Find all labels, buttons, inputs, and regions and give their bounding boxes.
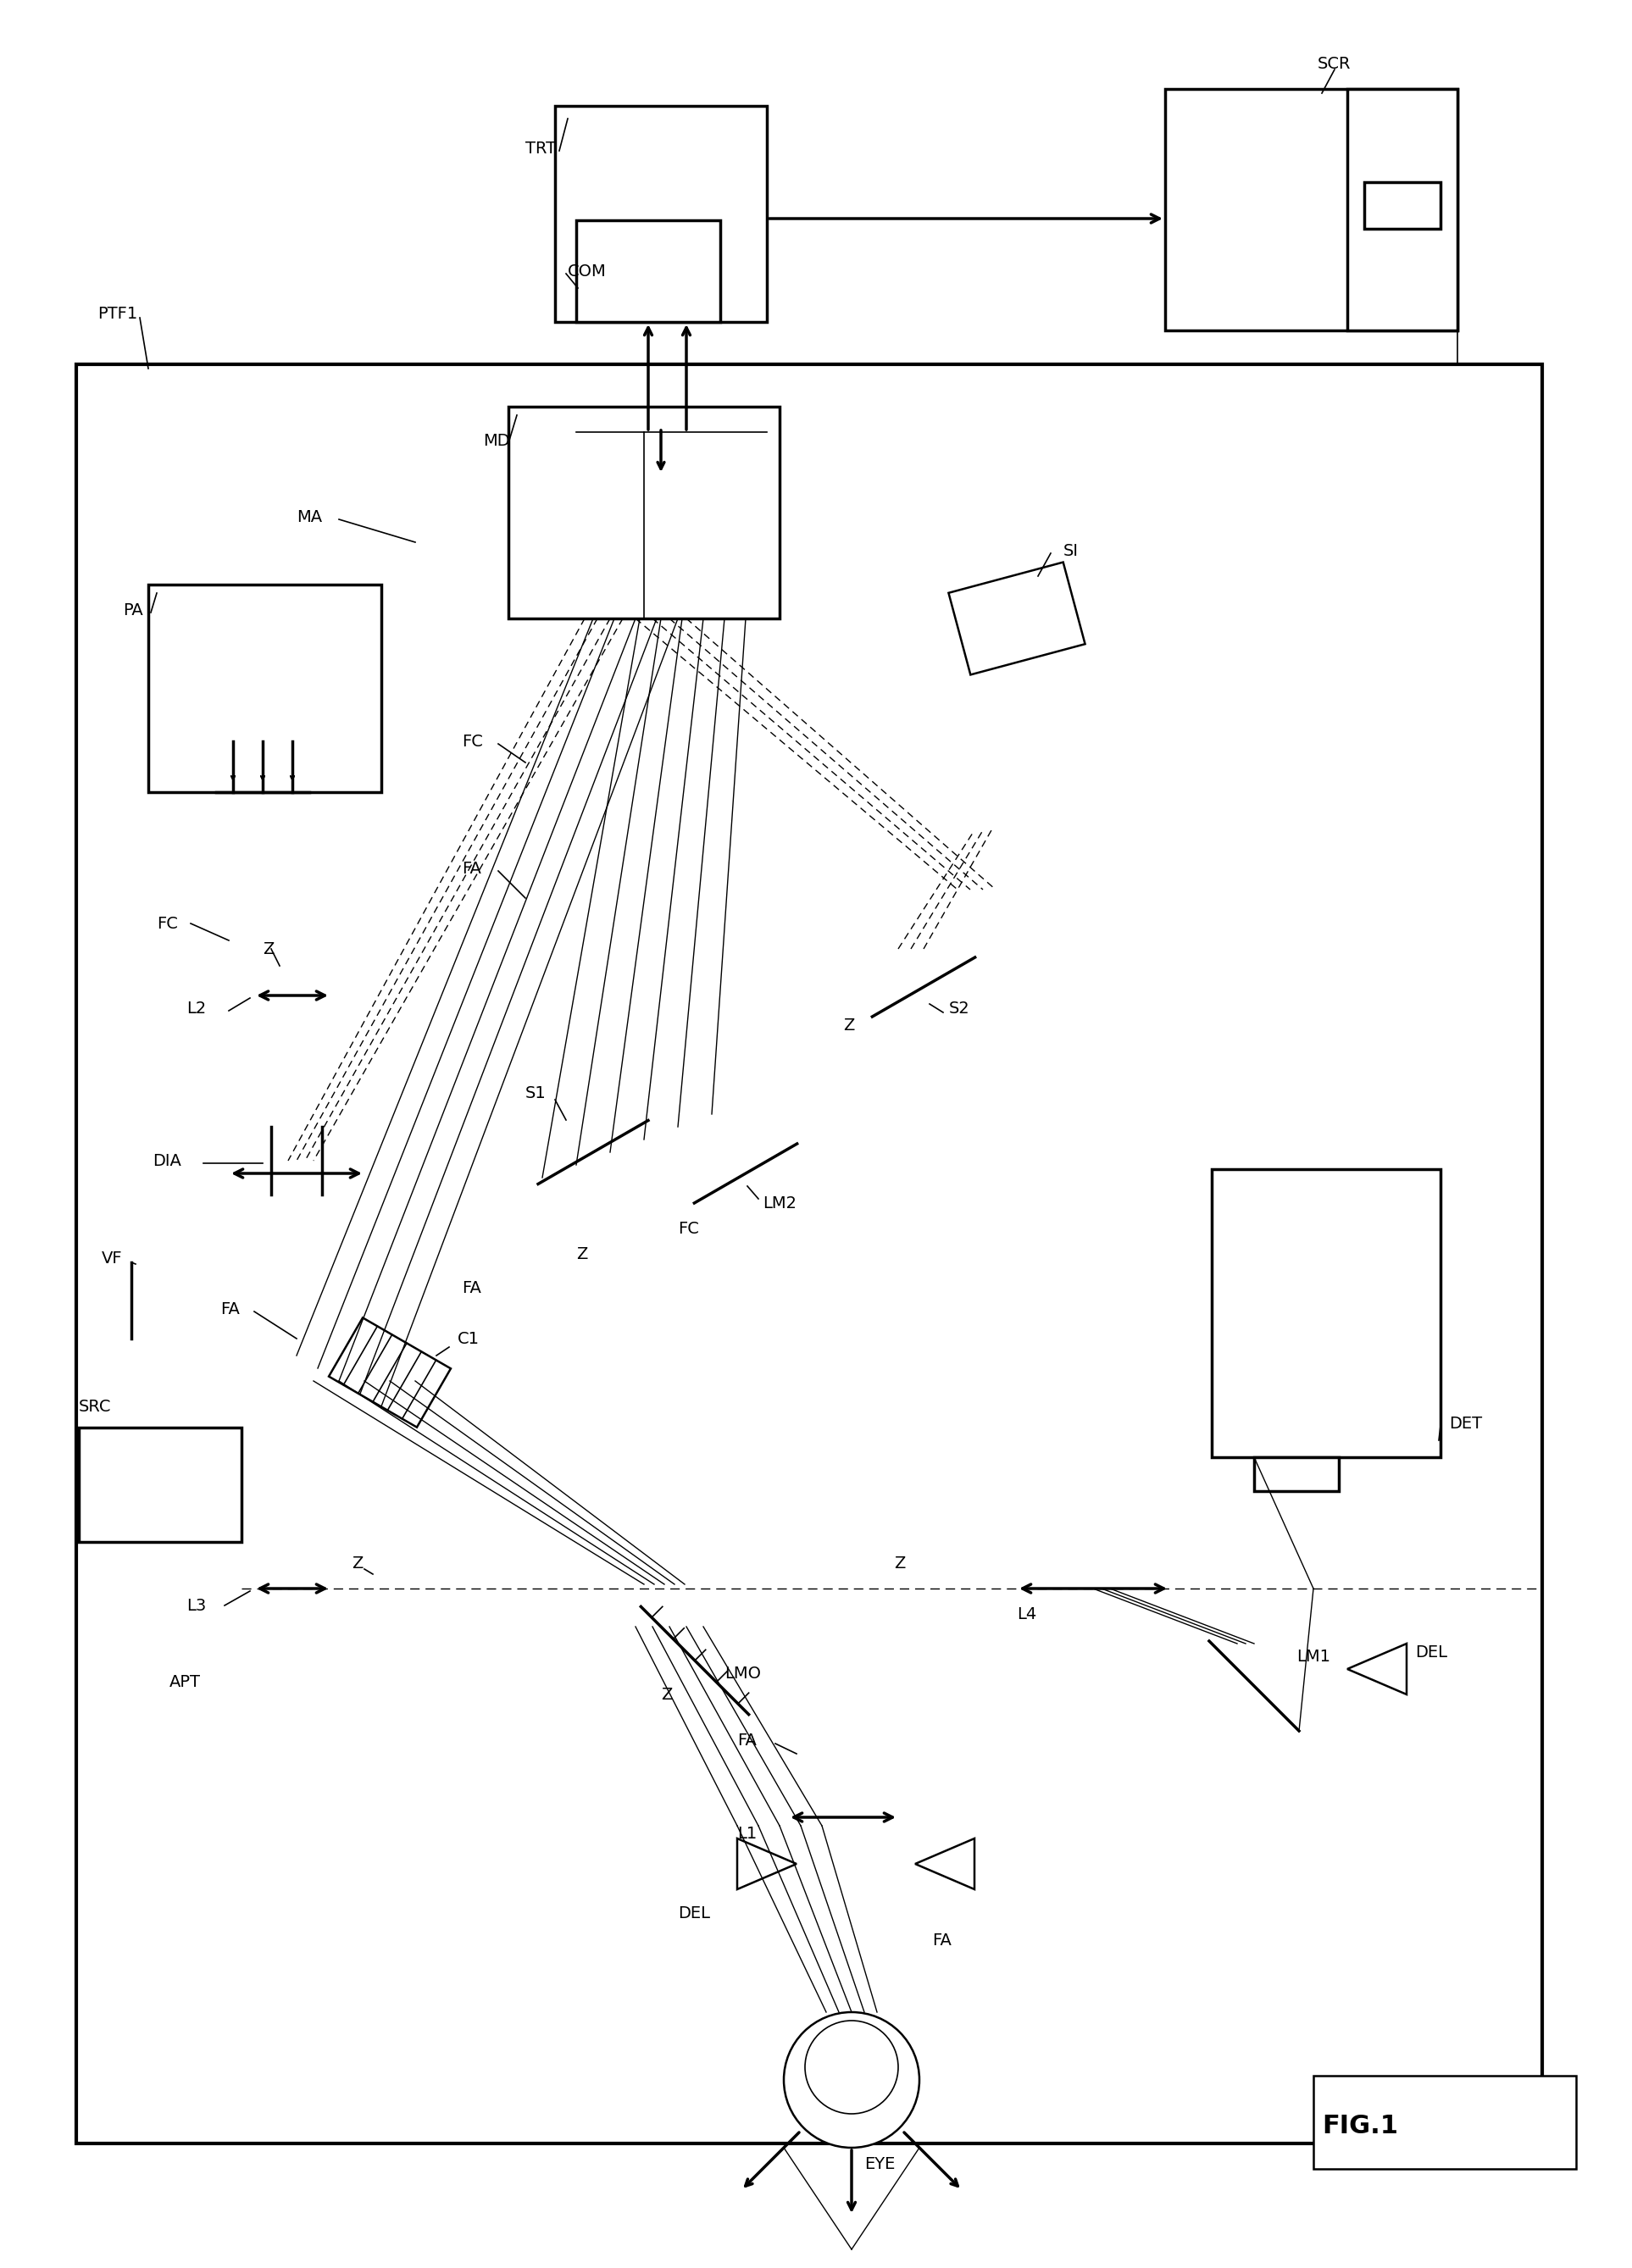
Text: Z: Z [844,1016,855,1034]
Text: MA: MA [297,508,322,524]
Text: DIA: DIA [152,1152,181,1168]
Text: TRT: TRT [526,141,557,156]
Bar [576,220,720,322]
Text: DET: DET [1449,1415,1482,1431]
Bar [1253,1458,1338,1490]
Bar [77,365,1542,2143]
Text: Z: Z [576,1245,588,1261]
Text: S1: S1 [526,1084,547,1100]
Text: FA: FA [462,860,481,875]
Text: FA: FA [220,1302,240,1318]
Text: DEL: DEL [677,1905,710,1921]
Text: LMO: LMO [725,1665,761,1681]
Text: APT: APT [170,1674,201,1690]
Bar [1165,88,1457,331]
Text: SRC: SRC [78,1399,111,1415]
Text: Z: Z [894,1556,906,1572]
Text: FA: FA [462,1279,481,1295]
Polygon shape [328,1318,450,1427]
Bar [1348,88,1457,331]
Text: LM1: LM1 [1296,1649,1330,1665]
Text: EYE: EYE [865,2157,894,2173]
Bar [1314,2075,1577,2168]
Bar [78,1427,242,1542]
Text: FA: FA [932,1932,951,1948]
Text: SCR: SCR [1317,54,1351,73]
Text: FC: FC [157,916,178,932]
Text: COM: COM [568,263,607,279]
Text: LM2: LM2 [762,1195,796,1211]
Polygon shape [916,1839,974,1889]
Text: Z: Z [351,1556,362,1572]
Text: Z: Z [661,1687,672,1703]
Polygon shape [1348,1644,1407,1694]
Bar [1211,1170,1441,1458]
Text: MD: MD [483,433,509,449]
Text: Z: Z [263,941,274,957]
Bar [1364,181,1441,229]
Text: L2: L2 [186,1000,206,1016]
Polygon shape [948,562,1085,676]
Bar [149,585,382,792]
Bar [555,107,767,322]
Text: SI: SI [1064,542,1079,558]
Text: FC: FC [677,1220,698,1236]
Text: C1: C1 [457,1331,480,1347]
Bar [509,406,780,619]
Text: S2: S2 [950,1000,969,1016]
Text: FC: FC [462,733,483,748]
Text: DEL: DEL [1415,1644,1448,1660]
Text: VF: VF [101,1250,122,1266]
Text: PA: PA [122,601,144,619]
Text: L4: L4 [1017,1606,1036,1622]
Text: FIG.1: FIG.1 [1322,2114,1399,2139]
Text: FA: FA [738,1733,757,1749]
Circle shape [783,2012,919,2148]
Text: L1: L1 [738,1826,757,1842]
Polygon shape [738,1839,796,1889]
Text: L3: L3 [186,1597,206,1613]
Text: PTF1: PTF1 [98,306,137,322]
